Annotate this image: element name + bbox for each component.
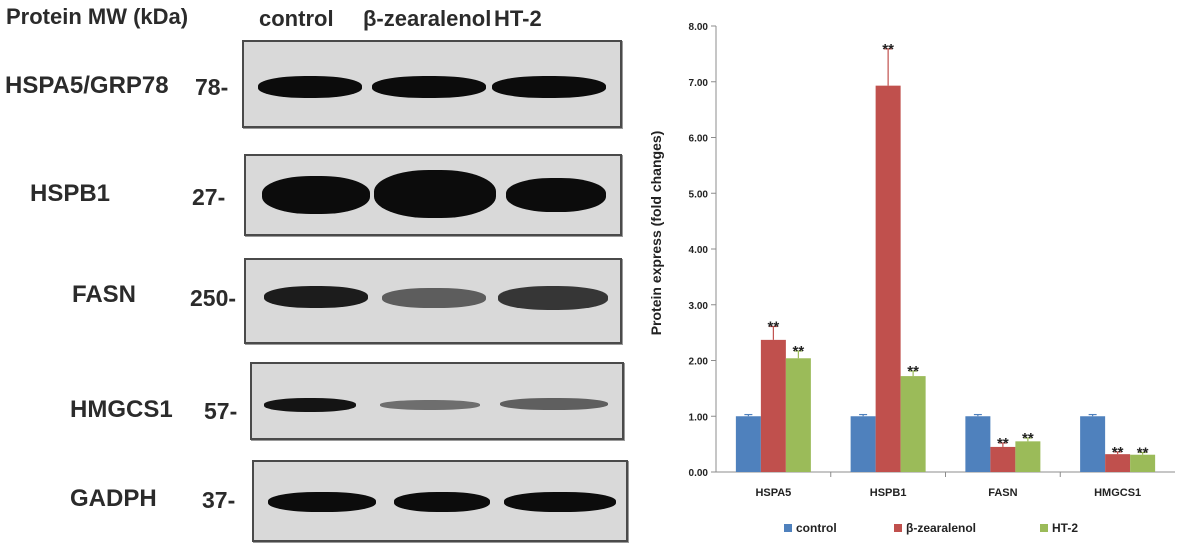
bar-fasn-0 [965,416,991,472]
legend-swatch-0 [784,524,792,532]
x-tick-label: HSPB1 [870,487,907,499]
significance-mark: ** [907,363,919,380]
bar-hspb1-1 [875,85,901,472]
bar-hspb1-0 [850,416,876,472]
y-axis-label: Protein express (fold changes) [648,131,664,336]
band-hmgcs1-beta-zearalenol [380,400,480,410]
protein-label-hspa5: HSPA5/GRP78 [5,72,169,99]
band-hspb1-ht2 [506,178,606,212]
bar-hmgcs1-0 [1080,416,1106,472]
band-fasn-control [264,286,368,308]
mw-label-fasn: 250- [190,285,237,311]
lane-label-beta-zearalenol: β-zearalenol [363,6,492,31]
mw-label-hmgcs1: 57- [204,398,238,424]
y-tick-label: 7.00 [689,78,709,89]
bar-fasn-2 [1015,441,1041,472]
significance-mark: ** [1137,444,1149,461]
lane-label-control: control [259,6,334,31]
blot-strip-hmgcs1 [250,362,624,440]
y-tick-label: 8.00 [689,22,709,33]
blot-strip-fasn [244,258,622,344]
blot-strip-hspa5 [242,40,622,128]
bar-hspb1-2 [900,376,926,472]
blot-strip-gadph [252,460,628,542]
significance-mark: ** [997,435,1009,452]
y-tick-label: 0.00 [689,468,709,479]
legend-label-0: control [796,521,837,535]
significance-mark: ** [1112,444,1124,461]
y-tick-label: 5.00 [689,189,709,200]
band-hmgcs1-ht2 [500,398,608,410]
significance-mark: ** [768,318,780,335]
protein-label-gadph: GADPH [70,485,157,512]
band-gadph-control [268,492,376,512]
protein-label-hmgcs1: HMGCS1 [70,396,173,423]
band-hspb1-control [262,176,370,214]
mw-label-hspb1: 27- [192,184,226,210]
bar-hmgcs1-2 [1130,454,1156,472]
lane-label-ht2: HT-2 [494,6,542,31]
band-hspa5-ht2 [492,76,606,98]
x-tick-label: FASN [988,487,1017,499]
mw-label-hspa5: 78- [195,74,229,100]
y-tick-label: 2.00 [689,357,709,368]
protein-label-fasn: FASN [72,281,137,308]
legend-label-1: β-zearalenol [906,521,976,535]
significance-mark: ** [1022,430,1034,447]
band-fasn-beta-zearalenol [382,288,486,308]
y-tick-label: 3.00 [689,301,709,312]
bar-hspa5-1 [760,339,786,472]
band-fasn-ht2 [498,286,608,310]
bar-hmgcs1-1 [1105,454,1131,472]
legend-swatch-1 [894,524,902,532]
y-tick-label: 1.00 [689,412,709,423]
band-hspa5-beta-zearalenol [372,76,486,98]
bar-fasn-1 [990,446,1016,472]
significance-mark: ** [882,41,894,58]
protein-label-hspb1: HSPB1 [30,180,111,207]
y-tick-label: 6.00 [689,134,709,145]
band-hspa5-control [258,76,362,98]
band-hspb1-beta-zearalenol [374,170,496,218]
significance-mark: ** [793,343,805,360]
y-tick-label: 4.00 [689,245,709,256]
x-tick-label: HMGCS1 [1094,487,1141,499]
mw-label-gadph: 37- [202,487,236,513]
band-hmgcs1-control [264,398,356,412]
legend-swatch-2 [1040,524,1048,532]
blot-strip-hspb1 [244,154,622,236]
legend-label-2: HT-2 [1052,521,1078,535]
band-gadph-beta-zearalenol [394,492,490,512]
mw-header: Protein MW (kDa) [6,4,189,29]
band-gadph-ht2 [504,492,616,512]
bar-hspa5-2 [785,358,811,472]
x-tick-label: HSPA5 [755,487,791,499]
bar-hspa5-0 [735,416,761,472]
